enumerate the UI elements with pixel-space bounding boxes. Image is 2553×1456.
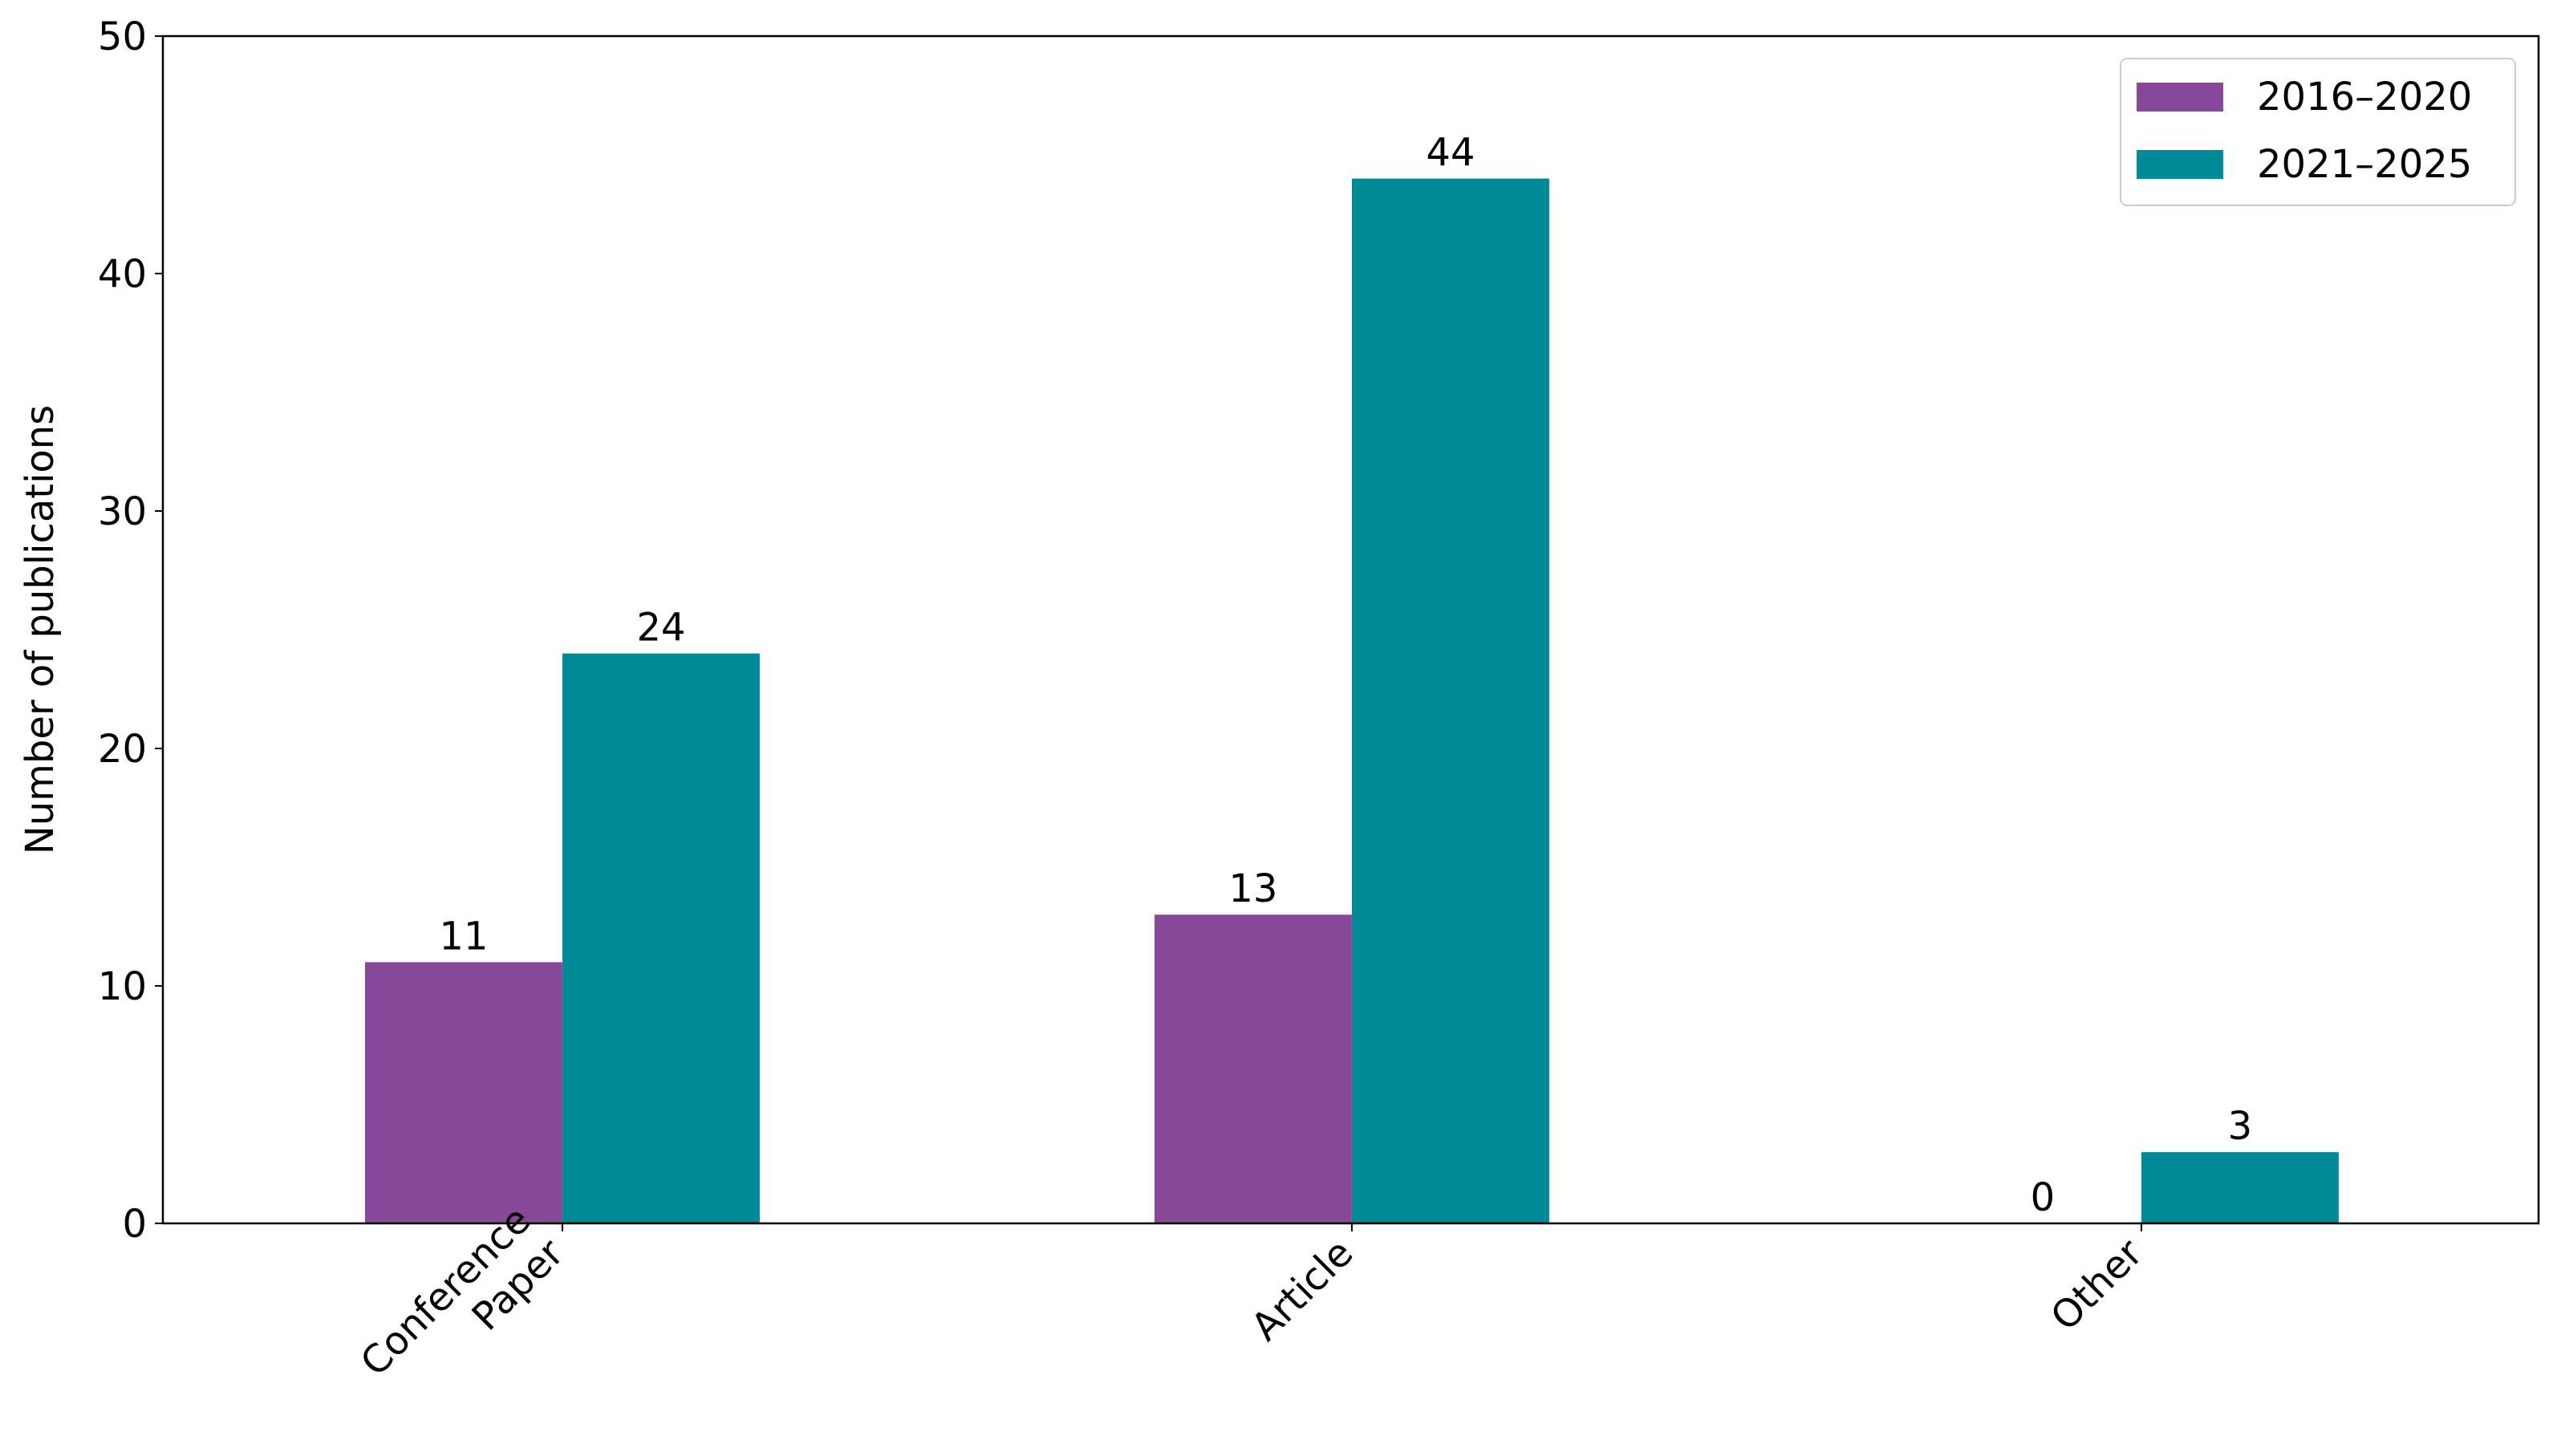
- bar: [562, 653, 760, 1223]
- legend-swatch: [2137, 83, 2223, 112]
- x-tick-label: ConferencePaper: [352, 1198, 573, 1418]
- y-tick-label: 40: [98, 252, 147, 297]
- x-tick-label: Other: [2042, 1231, 2151, 1340]
- y-tick-label: 0: [122, 1202, 147, 1247]
- bar: [364, 962, 562, 1223]
- value-label: 44: [1426, 131, 1475, 176]
- y-axis-label: Number of publications: [18, 405, 63, 854]
- value-label: 24: [636, 606, 685, 651]
- bar: [1154, 915, 1352, 1223]
- x-tick-label: Article: [1243, 1231, 1362, 1349]
- y-tick-label: 20: [98, 727, 147, 772]
- plot-frame: [161, 34, 2540, 1225]
- value-label: 11: [439, 914, 488, 959]
- value-label: 13: [1228, 866, 1277, 911]
- bar: [1351, 178, 1549, 1224]
- value-label: 3: [2228, 1104, 2253, 1149]
- legend-label: 2021–2025: [2257, 142, 2472, 187]
- bar: [2141, 1152, 2339, 1223]
- y-tick-label: 10: [98, 964, 147, 1009]
- legend-swatch: [2137, 150, 2223, 179]
- legend-label: 2016–2020: [2257, 75, 2472, 120]
- y-tick-label: 50: [98, 14, 147, 59]
- y-tick-label: 30: [98, 489, 147, 534]
- value-label: 0: [2031, 1175, 2056, 1220]
